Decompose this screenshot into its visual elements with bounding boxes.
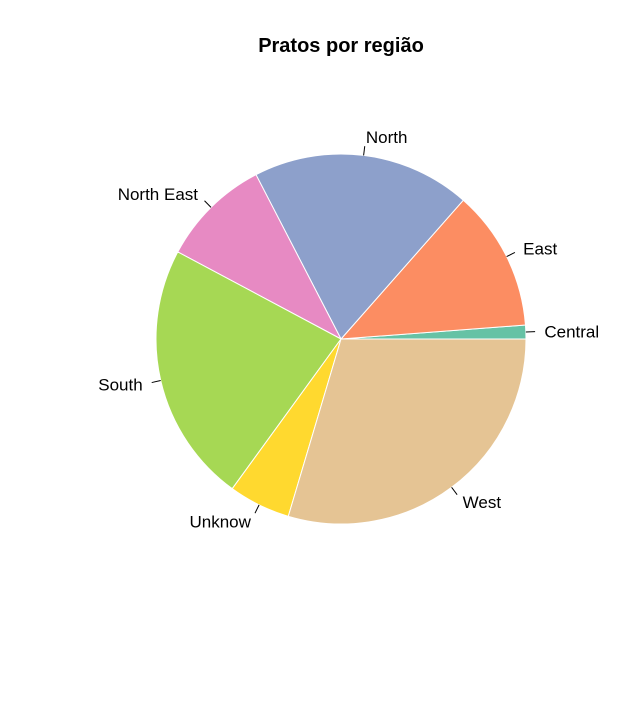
pie-slices [155,153,527,525]
slice-label-unknow: Unknow [189,512,251,531]
leader-line-north [363,146,366,156]
slice-label-central: Central [544,322,599,341]
leader-line-south [151,380,161,384]
chart-title: Pratos por região [258,35,424,57]
slice-label-east: East [523,239,557,258]
slice-labels: Central East North North East South Unknow Wes… [98,128,599,531]
leader-lines [151,146,536,514]
pie-slice-east [339,199,527,340]
slice-label-north-east: North East [118,185,199,204]
pie-slice-west [287,338,527,525]
pie-slice-south [155,251,342,490]
leader-line-west [451,486,458,495]
leader-line-unknow [254,504,260,514]
slice-label-south: South [98,376,142,395]
slice-label-north: North [366,128,408,147]
slice-label-west: West [463,493,502,512]
leader-line-east [506,252,516,258]
leader-line-north-east [204,200,212,208]
